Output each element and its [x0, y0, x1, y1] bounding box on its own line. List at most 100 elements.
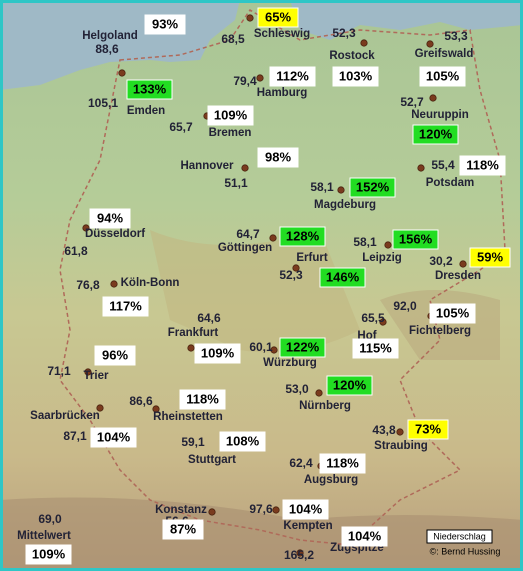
station-name: Leipzig: [362, 252, 402, 264]
percent-box: [341, 526, 388, 547]
station-percent: 104%: [289, 501, 323, 516]
station-amount: 53,0: [285, 382, 309, 396]
station-name: Mittelwert: [17, 530, 71, 542]
percent-box: [349, 177, 396, 198]
station-amount: 55,4: [431, 158, 455, 172]
station-dot: [396, 428, 404, 436]
percent-box: [94, 345, 136, 366]
station-dot: [429, 94, 437, 102]
station-percent: 108%: [226, 433, 260, 448]
station-dot: [82, 224, 90, 232]
station-dot: [118, 69, 126, 77]
percent-box: [25, 544, 72, 565]
station-dot: [315, 389, 323, 397]
station-name: Potsdam: [426, 177, 475, 189]
percent-box: [469, 247, 511, 268]
station-amount: 65,7: [169, 120, 193, 134]
station-name: Nürnberg: [299, 400, 351, 412]
station-amount: 62,4: [289, 456, 313, 470]
station-dot: [296, 549, 304, 557]
station-dot: [96, 404, 104, 412]
station-amount: 53,3: [444, 29, 468, 43]
station-percent: 117%: [109, 298, 142, 313]
station-name: Magdeburg: [314, 199, 376, 211]
station-amount: 30,2: [429, 254, 453, 268]
percent-box: [279, 337, 326, 358]
station-name: Greifswald: [415, 48, 474, 60]
station-amount: 92,0: [393, 299, 417, 313]
station-name: Schleswig: [254, 28, 310, 40]
station-percent: 104%: [348, 528, 382, 543]
station-dot: [152, 405, 160, 413]
legend: Niederschlag: [433, 531, 486, 541]
station-name: Würzburg: [263, 357, 317, 369]
station-amount: 58,1: [310, 180, 334, 194]
percent-box: [319, 267, 366, 288]
percent-box: [419, 66, 466, 87]
station-dot: [379, 318, 387, 326]
station-name: Rostock: [329, 50, 375, 62]
station-dot: [337, 186, 345, 194]
station-amount: 58,1: [353, 235, 377, 249]
percent-box: [352, 338, 399, 359]
station-percent: 112%: [276, 68, 309, 83]
station-name: Göttingen: [218, 242, 272, 254]
station-dot: [241, 164, 249, 172]
station-percent: 94%: [97, 210, 123, 225]
station-name: Dresden: [435, 270, 481, 282]
percent-box: [179, 389, 226, 410]
station-dot: [187, 344, 195, 352]
percent-box: [126, 79, 173, 100]
percent-box: [102, 296, 149, 317]
station-amount: 52,7: [400, 95, 424, 109]
station-percent: 87%: [170, 521, 196, 536]
station-amount: 64,6: [197, 311, 221, 325]
station-percent: 133%: [133, 81, 167, 96]
alps: [0, 497, 523, 571]
station-name: Augsburg: [304, 474, 358, 486]
percent-box: [407, 419, 449, 440]
station-dot: [269, 234, 277, 242]
station-percent: 122%: [286, 339, 320, 354]
station-percent: 156%: [399, 231, 433, 246]
station-dot: [84, 368, 92, 376]
station-name: Düsseldorf: [85, 228, 145, 240]
station-percent: 152%: [356, 179, 390, 194]
station-percent: 118%: [466, 157, 499, 172]
station-percent: 109%: [32, 546, 66, 561]
station-dot: [256, 74, 264, 82]
percent-box: [319, 453, 366, 474]
percent-box: [459, 155, 506, 176]
station-dot: [459, 260, 467, 268]
station-amount: 87,1: [63, 429, 87, 443]
station-dot: [270, 346, 278, 354]
station-name: Erfurt: [296, 252, 327, 264]
station-percent: 59%: [477, 249, 503, 264]
percent-box: [392, 229, 439, 250]
station-percent: 146%: [326, 269, 360, 284]
station-percent: 128%: [286, 228, 320, 243]
station-dot: [110, 280, 118, 288]
station-name: Bremen: [209, 127, 252, 139]
percent-box: [429, 303, 476, 324]
percent-box: [162, 519, 204, 540]
station-amount: 97,6: [249, 502, 273, 516]
station-amount: 59,1: [181, 435, 205, 449]
percent-box: [194, 343, 241, 364]
percent-box: [207, 105, 254, 126]
station-amount: 105,1: [88, 96, 118, 110]
percent-box: [326, 375, 373, 396]
station-amount: 68,5: [221, 32, 245, 46]
station-name: Frankfurt: [168, 327, 219, 339]
station-amount: 43,8: [372, 423, 396, 437]
station-name: Köln-Bonn: [121, 277, 180, 289]
station-dot: [208, 508, 216, 516]
station-dot: [426, 40, 434, 48]
station-dot: [360, 39, 368, 47]
station-percent: 109%: [214, 107, 248, 122]
station-percent: 118%: [326, 455, 359, 470]
station-name: Rheinstetten: [153, 411, 223, 423]
station-amount: 88,6: [95, 42, 119, 56]
